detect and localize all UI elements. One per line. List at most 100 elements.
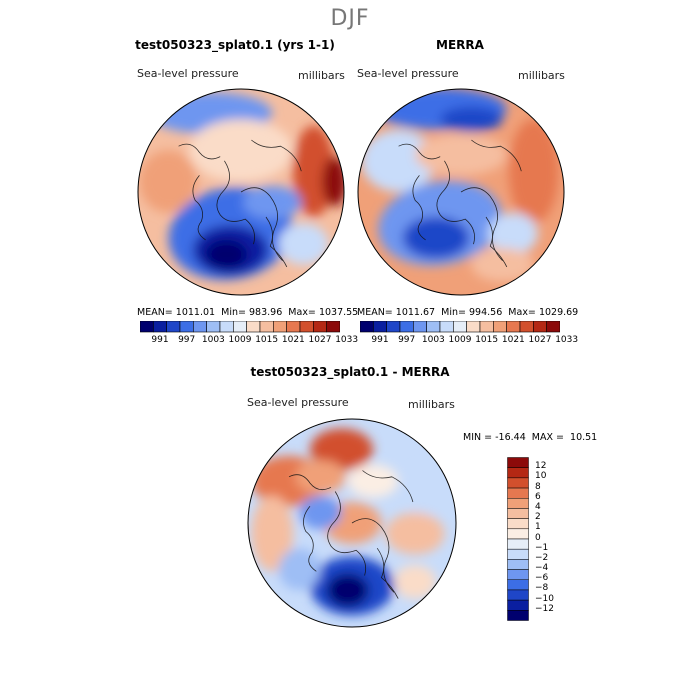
panel3-colorbar-tick-label: 12 <box>535 461 547 472</box>
panel3-max-label: MAX = <box>531 432 564 443</box>
panel3-min-value: -16.44 <box>495 432 526 443</box>
panel3-max-value: 10.51 <box>570 432 598 443</box>
panel3-colorbar-tick-label: 6 <box>535 491 541 502</box>
panel2-coastline <box>436 160 475 245</box>
panel1-pressure-region <box>243 185 302 220</box>
panel2-map-boundary <box>357 88 565 296</box>
panel3-pressure-region <box>347 464 399 498</box>
panel3-colorbar-tick-label: −4 <box>535 563 549 574</box>
figure-title: DJF <box>330 6 370 31</box>
panel2-colorbar-tick-label: 1033 <box>555 335 579 345</box>
panel1-title: test050323_splat0.1 (yrs 1-1) <box>135 38 335 52</box>
panel1-colorbar-swatch <box>246 321 261 333</box>
panel2-colorbar-swatch <box>519 321 534 333</box>
panel1-coastline <box>251 139 302 172</box>
panel3-colorbar <box>507 457 529 621</box>
panel2-min-value: 994.56 <box>469 307 503 318</box>
panel1-map-boundary <box>137 88 345 296</box>
panel2-colorbar-tick-label: 991 <box>371 335 389 345</box>
panel3-colorbar-swatch <box>507 610 529 621</box>
panel1-colorbar-tick-label: 1009 <box>228 335 252 345</box>
panel3-colorbar-tick-label: −2 <box>535 552 549 563</box>
panel1-colorbar-tick-label: 991 <box>151 335 169 345</box>
panel1-colorbar-swatch <box>219 321 234 333</box>
panel3-coastline <box>362 470 414 503</box>
panel1-colorbar-swatch <box>153 321 167 333</box>
panel2-mean-value: 1011.67 <box>395 307 436 318</box>
panel2-pressure-region <box>440 106 503 132</box>
panel1-colorbar-swatch <box>206 321 221 333</box>
panel3-pressure-region <box>310 428 373 471</box>
panel3-colorbar-swatch <box>507 467 529 479</box>
panel2-colorbar-swatch <box>399 321 414 333</box>
panel1-colorbar-swatch <box>286 321 301 333</box>
panel1-colorbar-swatch <box>166 321 181 333</box>
panel2-colorbar-tick-label: 1021 <box>501 335 525 345</box>
panel2-coastline <box>412 175 426 241</box>
panel2-pressure-region <box>402 216 470 259</box>
panel3-colorbar-swatch <box>507 487 529 499</box>
panel1-min-label: Min= <box>221 307 246 318</box>
panel1-colorbar-swatch <box>179 321 194 333</box>
panel2-colorbar-swatch <box>360 321 374 333</box>
panel3-pressure-region <box>394 565 436 599</box>
panel2-colorbar-swatch <box>426 321 441 333</box>
panel1-pressure-region <box>278 223 329 265</box>
panel2-colorbar-ticks: 991 997 1003 1009 1015 1021 1027 1033 <box>360 335 578 347</box>
panel2-colorbar-swatch <box>453 321 467 333</box>
panel2-max-label: Max= <box>508 307 536 318</box>
panel3-coastline <box>351 518 395 593</box>
panel2-title: MERRA <box>436 38 484 52</box>
panel1-mean-value: 1011.01 <box>175 307 216 318</box>
panel2-colorbar-swatch <box>546 321 560 333</box>
panel2-colorbar-swatch <box>533 321 547 333</box>
panel1-pressure-region <box>322 156 344 207</box>
panel3-colorbar-tick-label: 4 <box>535 501 541 512</box>
panel3-colorbar-tick-label: −6 <box>535 573 549 584</box>
panel3-colorbar-swatch <box>507 498 529 509</box>
panel2-colorbar-swatch <box>439 321 454 333</box>
panel3-min-label: MIN = <box>463 432 493 443</box>
panel3-pressure-region <box>385 512 445 555</box>
panel3-pressure-region <box>299 495 342 530</box>
panel2-stats: MEAN= 1011.67 Min= 994.56 Max= 1029.69 <box>357 307 578 318</box>
panel3-colorbar-swatch <box>507 599 529 611</box>
panel1-colorbar-swatch <box>140 321 154 333</box>
panel1-colorbar-tick-label: 1003 <box>201 335 225 345</box>
panel3-pressure-region <box>278 548 321 591</box>
panel3-map <box>247 418 457 628</box>
panel3-units-label: millibars <box>408 398 455 411</box>
panel3-coastline <box>303 505 317 572</box>
panel3-pressure-region <box>251 495 294 572</box>
panel3-pressure-region <box>295 460 346 494</box>
panel1-colorbar-ticks: 991 997 1003 1009 1015 1021 1027 1033 <box>140 335 358 347</box>
panel2-colorbar-tick-label: 1009 <box>448 335 472 345</box>
panel2-colorbar-tick-label: 1027 <box>528 335 552 345</box>
panel2-coastline <box>460 187 503 261</box>
panel3-stats: MIN = -16.44 MAX = 10.51 <box>463 432 597 443</box>
panel3-colorbar-swatch <box>507 589 529 601</box>
panel1-coastline <box>240 187 283 261</box>
panel1-colorbar-swatch <box>193 321 207 333</box>
panel2-colorbar-tick-label: 1003 <box>421 335 445 345</box>
panel2-coastline <box>471 139 522 172</box>
panel2-variable-label: Sea-level pressure <box>357 67 459 80</box>
panel3-colorbar-swatch <box>507 518 529 530</box>
panel3-colorbar-ticks: 12 10 8 6 4 2 1 0 −1 −2 −4 −6 −8 −10 −12 <box>535 457 575 621</box>
panel2-min-label: Min= <box>441 307 466 318</box>
panel1-units-label: millibars <box>298 69 345 82</box>
panel2-colorbar-swatch <box>466 321 481 333</box>
panel3-colorbar-swatch <box>507 528 529 540</box>
panel1-colorbar-swatch <box>273 321 287 333</box>
panel3-coastline <box>288 474 332 491</box>
panel1-mean-label: MEAN= <box>137 307 173 318</box>
panel1-coastline <box>192 175 206 241</box>
panel2-pressure-region <box>415 133 507 176</box>
panel1-colorbar-swatch <box>259 321 274 333</box>
panel3-colorbar-tick-label: 8 <box>535 481 541 492</box>
panel2-colorbar-tick-label: 997 <box>398 335 416 345</box>
panel3-colorbar-swatch <box>507 569 529 580</box>
panel3-colorbar-swatch <box>507 579 529 591</box>
panel1-colorbar-swatch <box>313 321 327 333</box>
panel1-pressure-region <box>205 239 248 269</box>
